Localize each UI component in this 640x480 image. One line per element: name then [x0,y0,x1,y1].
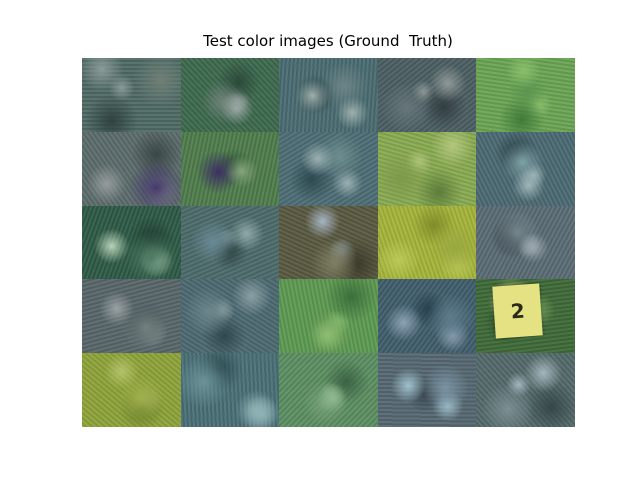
image-tile [279,353,378,427]
image-tile: 2 [476,279,575,354]
image-tile [377,353,477,427]
image-tile [82,131,181,206]
image-tile [82,205,181,280]
image-grid: 2 [82,58,575,427]
image-tile [476,353,575,427]
image-tile [180,58,280,132]
number-tag: 2 [492,283,544,339]
image-tile [377,205,477,280]
image-tile [82,58,181,132]
image-tile [377,279,477,354]
image-tile [82,279,181,354]
image-tile [180,131,280,206]
image-tile [377,58,477,132]
image-tile [180,205,280,280]
image-tile [279,131,378,206]
image-tile [279,58,378,132]
image-tile [180,279,280,354]
image-tile [476,205,575,280]
image-tile [377,131,477,206]
image-tile [82,353,181,427]
image-tile [279,279,378,354]
image-tile [476,58,575,132]
image-tile [180,353,280,427]
image-tile [279,205,378,280]
image-tile [476,131,575,206]
figure-title: Test color images (Ground Truth) [203,32,453,50]
